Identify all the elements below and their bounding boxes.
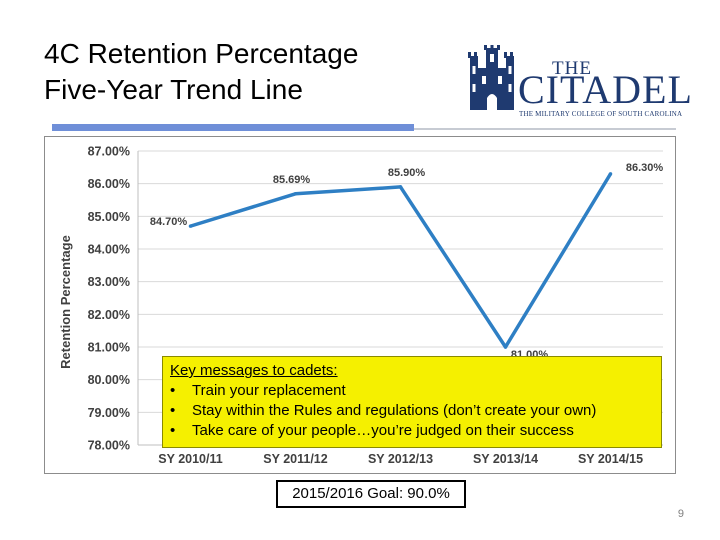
x-tick-label: SY 2011/12 xyxy=(263,452,327,466)
key-message-item: • Train your replacement xyxy=(170,381,654,401)
x-tick-label: SY 2010/11 xyxy=(158,452,222,466)
y-tick-label: 87.00% xyxy=(88,145,130,159)
logo-text-subtitle: THE MILITARY COLLEGE OF SOUTH CAROLINA xyxy=(519,110,683,118)
data-point xyxy=(293,192,298,196)
y-tick-label: 79.00% xyxy=(88,406,130,420)
key-message-text: Stay within the Rules and regulations (d… xyxy=(192,402,597,419)
y-tick-label: 83.00% xyxy=(88,275,130,289)
slide-title: 4C Retention Percentage Five-Year Trend … xyxy=(44,36,444,108)
title-divider-line xyxy=(414,128,676,130)
x-tick-label: SY 2012/13 xyxy=(368,452,433,466)
title-line-2: Five-Year Trend Line xyxy=(44,74,303,105)
data-label: 84.70% xyxy=(150,216,188,228)
data-point xyxy=(398,185,403,189)
retention-line-chart: 78.00% 79.00% 80.00% 81.00% 82.00% 83.00% 84.0… xyxy=(58,145,664,467)
y-tick-label: 82.00% xyxy=(88,308,130,322)
y-tick-label: 81.00% xyxy=(88,341,130,355)
key-messages-title: Key messages to cadets: xyxy=(170,362,338,379)
series-line xyxy=(189,172,612,349)
data-point xyxy=(188,224,193,228)
y-tick-label: 86.00% xyxy=(88,177,130,191)
page-number: 9 xyxy=(677,508,684,520)
data-label: 86.30% xyxy=(626,162,664,174)
key-messages-box: Key messages to cadets: • Train your repl… xyxy=(162,356,662,448)
key-message-text: Train your replacement xyxy=(192,382,346,399)
key-message-text: Take care of your people…you’re judged o… xyxy=(192,422,574,439)
y-tick-label: 85.00% xyxy=(88,210,130,224)
data-label: 85.69% xyxy=(273,174,311,186)
data-point xyxy=(608,172,613,176)
y-tick-label: 80.00% xyxy=(88,373,130,387)
citadel-logo xyxy=(468,45,514,110)
data-label: 85.90% xyxy=(388,167,426,179)
logo-text-the: THE xyxy=(552,58,592,79)
y-tick-label: 84.00% xyxy=(88,243,130,257)
bullet-icon: • xyxy=(170,382,176,399)
title-accent-bar xyxy=(52,124,414,131)
key-message-item: • Stay within the Rules and regulations (… xyxy=(170,401,654,421)
title-line-1: 4C Retention Percentage xyxy=(44,38,359,69)
y-tick-label: 78.00% xyxy=(88,439,130,453)
key-message-item: • Take care of your people…you’re judged … xyxy=(170,421,654,441)
data-point xyxy=(503,345,508,349)
goal-box: 2015/2016 Goal: 90.0% xyxy=(276,480,466,508)
x-tick-label: SY 2014/15 xyxy=(578,452,643,466)
bullet-icon: • xyxy=(170,422,176,439)
logo-text-name: CITADEL xyxy=(518,67,693,112)
x-tick-label: SY 2013/14 xyxy=(473,452,538,466)
bullet-icon: • xyxy=(170,402,176,419)
y-axis-title: Retention Percentage xyxy=(58,235,73,369)
key-messages-list: • Train your replacement • Stay within the… xyxy=(170,381,654,441)
